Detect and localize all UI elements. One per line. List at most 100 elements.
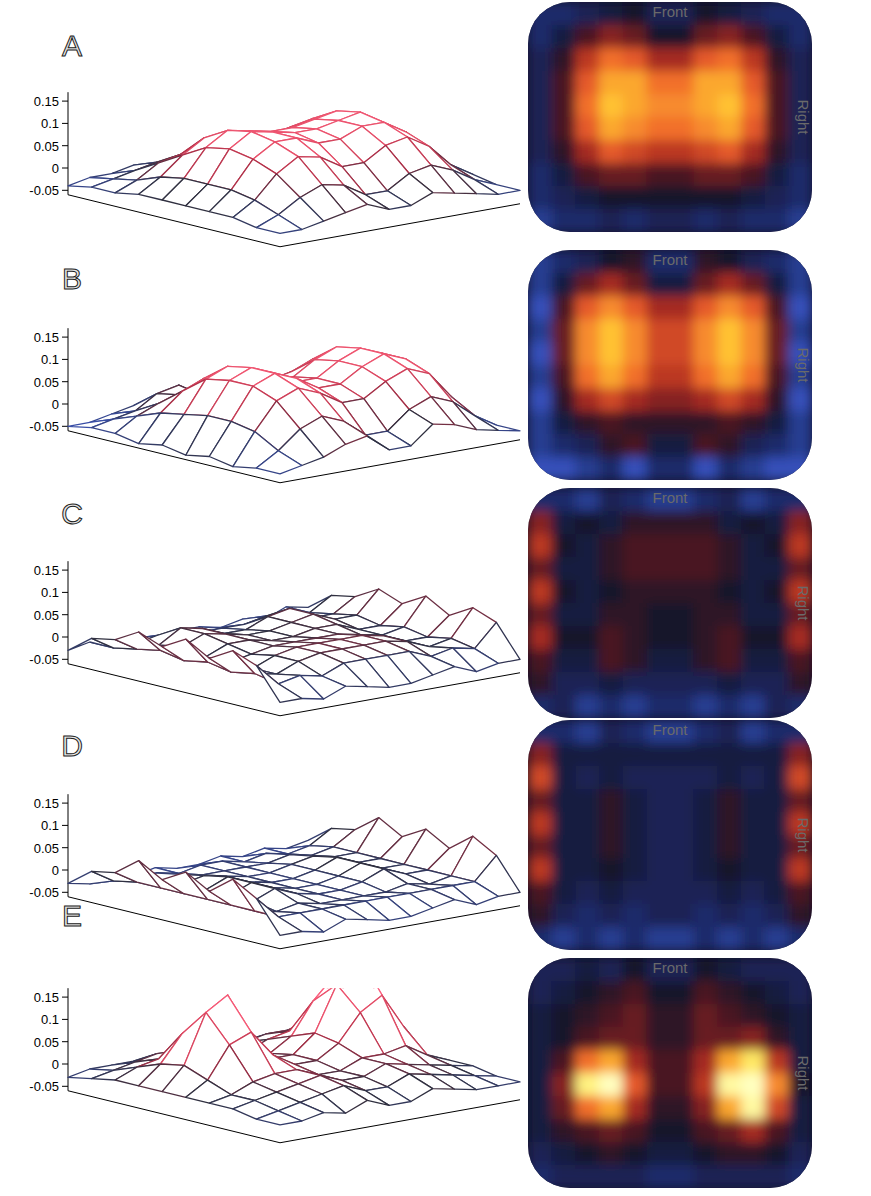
- heat-cell: [575, 209, 599, 232]
- heat-cell: [575, 1142, 599, 1166]
- y-tick: [62, 190, 68, 191]
- heat-cell: [765, 981, 789, 1005]
- heat-cell: [717, 1004, 741, 1028]
- heat-cell: [741, 1119, 765, 1143]
- heat-cell: [599, 743, 623, 767]
- heat-cell: [765, 534, 789, 558]
- heat-cell: [670, 365, 694, 389]
- heat-cell: [765, 603, 789, 627]
- heat-cell: [599, 858, 623, 882]
- heat-cell: [646, 580, 670, 604]
- heat-cell: [623, 117, 647, 141]
- heat-cell: [575, 488, 599, 512]
- heat-cell: [623, 1073, 647, 1097]
- heat-cell: [623, 411, 647, 435]
- heat-cell: [670, 25, 694, 49]
- heat-cell: [599, 1004, 623, 1028]
- heat-cell: [788, 958, 812, 982]
- heat-cell: [575, 1165, 599, 1188]
- heat-cell: [623, 140, 647, 164]
- heat-cell: [670, 1142, 694, 1166]
- heat-cell: [741, 319, 765, 343]
- heat-cell: [741, 580, 765, 604]
- heat-cell: [765, 388, 789, 412]
- heat-cell: [788, 1142, 812, 1166]
- heat-cell: [765, 1165, 789, 1188]
- heat-cell: [788, 789, 812, 813]
- heat-cell: [765, 958, 789, 982]
- heatmap-cells: [528, 958, 812, 1188]
- front-label: Front: [652, 489, 688, 506]
- heat-cell: [646, 209, 670, 232]
- heat-cell: [788, 1119, 812, 1143]
- y-tick: [62, 145, 68, 146]
- heat-cell: [575, 457, 599, 480]
- y-tick-label: 0.1: [41, 585, 59, 600]
- heatmap: [528, 958, 812, 1188]
- heat-cell: [552, 388, 576, 412]
- heat-cell: [694, 511, 718, 535]
- heat-cell: [694, 626, 718, 650]
- heat-cell: [741, 388, 765, 412]
- heat-cell: [575, 720, 599, 744]
- heat-cell: [694, 603, 718, 627]
- heat-cell: [552, 812, 576, 836]
- heat-cell: [694, 117, 718, 141]
- heat-cell: [765, 1096, 789, 1120]
- heat-cell: [528, 1119, 552, 1143]
- heat-cell: [741, 342, 765, 366]
- heat-cell: [623, 580, 647, 604]
- heat-cell: [788, 927, 812, 950]
- heat-cell: [646, 511, 670, 535]
- heat-cell: [552, 2, 576, 26]
- heat-cell: [741, 1050, 765, 1074]
- heat-cell: [741, 117, 765, 141]
- heat-cell: [599, 2, 623, 26]
- heat-cell: [575, 927, 599, 950]
- y-tick-label: 0.1: [41, 818, 59, 833]
- heat-cell: [552, 488, 576, 512]
- heat-cell: [741, 140, 765, 164]
- heat-cell: [741, 1142, 765, 1166]
- heat-cell: [623, 927, 647, 950]
- heat-cell: [575, 1073, 599, 1097]
- heat-cell: [694, 580, 718, 604]
- heat-cell: [623, 250, 647, 274]
- heat-cell: [552, 117, 576, 141]
- heat-cell: [623, 743, 647, 767]
- heat-cell: [694, 1073, 718, 1097]
- heat-cell: [765, 580, 789, 604]
- heat-cell: [646, 163, 670, 187]
- heat-cell: [670, 534, 694, 558]
- heat-cell: [765, 411, 789, 435]
- right-label: Right: [795, 585, 812, 621]
- heat-cell: [765, 766, 789, 790]
- heat-cell: [694, 94, 718, 118]
- heat-cell: [670, 858, 694, 882]
- heat-cell: [552, 743, 576, 767]
- heat-cell: [599, 71, 623, 95]
- y-tick: [62, 168, 68, 169]
- y-tick-label: 0.15: [34, 796, 59, 811]
- heat-cell: [788, 411, 812, 435]
- mesh-quad: [256, 451, 301, 474]
- front-label: Front: [652, 721, 688, 738]
- heat-cell: [552, 296, 576, 320]
- heat-cell: [741, 981, 765, 1005]
- heat-cell: [646, 388, 670, 412]
- heat-cell: [765, 140, 789, 164]
- heat-cell: [646, 649, 670, 673]
- heat-cell: [646, 296, 670, 320]
- heat-cell: [552, 766, 576, 790]
- heat-cell: [575, 163, 599, 187]
- heat-cell: [552, 720, 576, 744]
- heat-cell: [528, 388, 552, 412]
- heat-cell: [552, 411, 576, 435]
- heat-cell: [741, 273, 765, 297]
- heat-cell: [717, 649, 741, 673]
- heat-cell: [599, 603, 623, 627]
- heat-cell: [575, 534, 599, 558]
- heat-cell: [599, 557, 623, 581]
- heat-cell: [788, 250, 812, 274]
- heat-cell: [528, 1142, 552, 1166]
